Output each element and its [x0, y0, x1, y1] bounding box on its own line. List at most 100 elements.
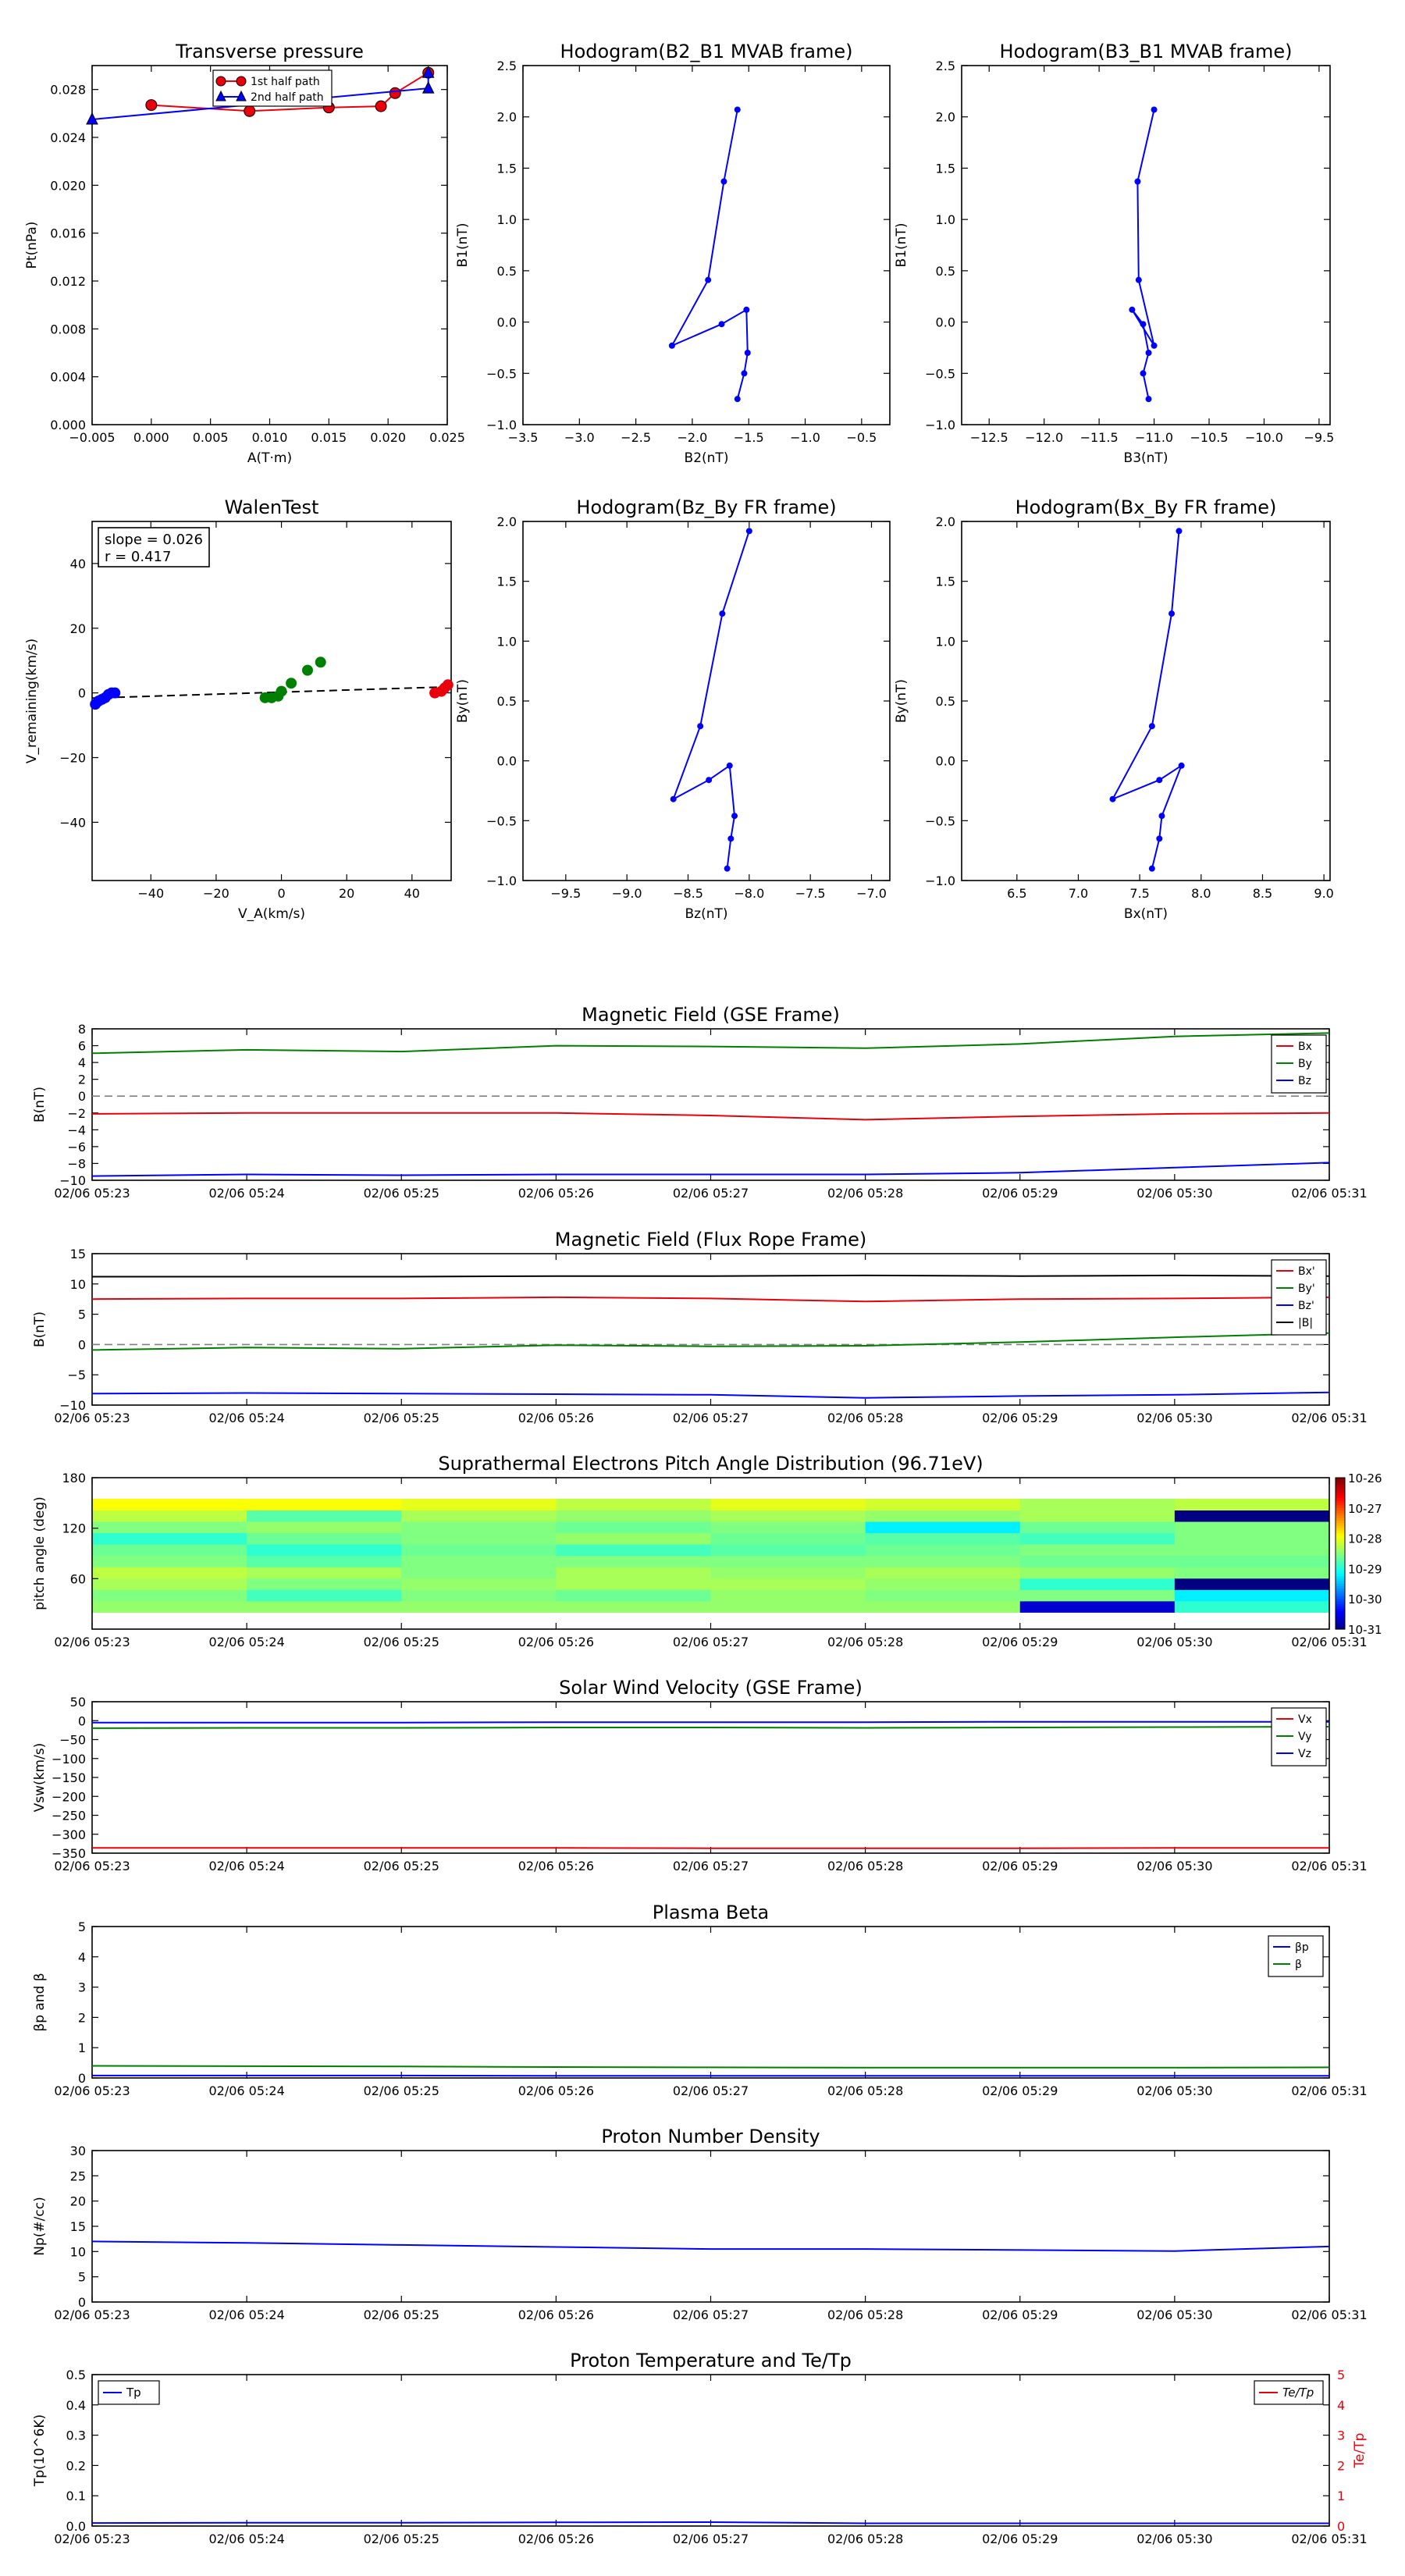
x-axis-label: B2(nT): [685, 450, 729, 466]
series-line: [92, 1274, 1330, 1278]
chart-title: Hodogram(Bz_By FR frame): [576, 496, 836, 518]
hodogram-point: [1176, 528, 1183, 535]
heatmap-cell: [401, 1510, 557, 1522]
heatmap-cell: [247, 1589, 402, 1602]
y-tick-label: −0.5: [486, 366, 517, 381]
heatmap-cell: [865, 1567, 1021, 1579]
colorbar-label: 10-29: [1348, 1562, 1382, 1576]
time-tick-label: 02/06 05:31: [1291, 1635, 1367, 1649]
heatmap-cell: [556, 1589, 711, 1602]
colorbar-segment: [1336, 1525, 1345, 1529]
colorbar-segment: [1336, 1487, 1345, 1491]
time-tick-label: 02/06 05:24: [208, 2307, 284, 2322]
plot-frame: [91, 1701, 1330, 1854]
time-tick-label: 02/06 05:26: [518, 2083, 594, 2098]
y-tick-label: −40: [59, 815, 86, 830]
hodogram-point: [731, 813, 738, 820]
colorbar-segment: [1336, 1480, 1345, 1484]
pressure-point: [145, 99, 158, 112]
y-tick-label: 0.0: [497, 315, 517, 330]
heatmap-cell: [92, 1521, 247, 1534]
heatmap-cell: [92, 1555, 247, 1567]
y-tick-label: −6: [67, 1140, 86, 1155]
hodogram-line: [1131, 109, 1155, 400]
x-tick-label: 40: [404, 886, 420, 901]
y-tick-label: −1.0: [925, 418, 955, 432]
time-tick-label: 02/06 05:23: [54, 2307, 130, 2322]
colorbar-segment: [1336, 1576, 1345, 1579]
legend: 1st half path 2nd half path: [212, 69, 333, 107]
pressure-line: [151, 72, 429, 112]
y-tick-label: 1.0: [936, 634, 955, 649]
mag-fr-chart: Magnetic Field (Flux Rope Frame) −10 −5 0 5 1…: [32, 1229, 1368, 1425]
x-tick-label: 6.5: [1007, 886, 1026, 901]
colorbar-segment: [1336, 1546, 1345, 1550]
colorbar-label: 10-27: [1348, 1502, 1382, 1516]
np-chart: Proton Number Density 0 5 10 15 20 25 30 02/06 0…: [32, 2126, 1368, 2322]
x-tick-label: 0: [277, 886, 285, 901]
chart-title: Suprathermal Electrons Pitch Angle Distr…: [438, 1453, 983, 1475]
heatmap-cell: [1019, 1578, 1176, 1590]
hodogram-point: [718, 321, 725, 328]
colorbar-segment: [1336, 1510, 1345, 1514]
legend-label: |B|: [1298, 1317, 1313, 1329]
heatmap-cell: [92, 1498, 247, 1510]
vsw-chart: Solar Wind Velocity (GSE Frame) −350 −300 −…: [32, 1677, 1368, 1873]
y-tick-label: 180: [62, 1471, 86, 1485]
y-tick-label: 5: [78, 2270, 86, 2285]
series-line: [92, 1720, 1329, 1724]
plot-frame: [91, 1926, 1330, 2079]
time-tick-label: 02/06 05:23: [54, 1411, 130, 1425]
y-tick-label: 0.008: [50, 322, 86, 336]
colorbar-segment: [1336, 1550, 1345, 1554]
heatmap-cell: [556, 1600, 711, 1613]
y-tick-label: 2.5: [497, 59, 517, 73]
y-tick-label: −5: [67, 1368, 86, 1382]
time-tick-label: 02/06 05:24: [208, 2083, 284, 2098]
y-tick-label-right: 1: [1337, 2489, 1345, 2503]
y-axis-label-right: Te/Tp: [1352, 2433, 1368, 2469]
legend: Bx' By' Bz' |B|: [1271, 1259, 1327, 1336]
heatmap-cell: [1174, 1532, 1330, 1545]
time-tick-label: 02/06 05:29: [982, 2532, 1058, 2546]
legend-marker: [236, 76, 247, 87]
heatmap-cell: [1174, 1555, 1330, 1567]
time-tick-label: 02/06 05:29: [982, 2307, 1058, 2322]
heatmap-cell: [865, 1589, 1021, 1602]
series-line: [91, 2240, 1330, 2252]
time-tick-label: 02/06 05:25: [364, 1635, 439, 1649]
time-tick-label: 02/06 05:30: [1136, 2083, 1212, 2098]
y-tick-label: 15: [70, 2219, 86, 2234]
time-tick-label: 02/06 05:25: [364, 2307, 439, 2322]
heatmap-cell: [1019, 1532, 1176, 1545]
y-tick-label: 1.5: [497, 575, 517, 589]
colorbar-segment: [1336, 1478, 1345, 1481]
colorbar-segment: [1336, 1616, 1345, 1620]
colorbar-segment: [1336, 1517, 1345, 1521]
y-tick-label: 20: [70, 2194, 86, 2209]
legend-label: Vx: [1298, 1713, 1312, 1726]
time-tick-label: 02/06 05:26: [518, 2532, 594, 2546]
chart-title: Hodogram(B2_B1 MVAB frame): [560, 41, 853, 62]
time-tick-label: 02/06 05:27: [673, 1186, 749, 1201]
x-tick-label: −12.5: [970, 430, 1008, 445]
legend-marker: [215, 90, 226, 101]
colorbar-segment: [1336, 1571, 1345, 1574]
colorbar-segment: [1336, 1515, 1345, 1519]
time-tick-label: 02/06 05:23: [54, 1635, 130, 1649]
hodogram-point: [1134, 178, 1141, 185]
colorbar-segment: [1336, 1493, 1345, 1496]
y-tick-label: 1.5: [497, 161, 517, 176]
chart-title: Magnetic Field (GSE Frame): [582, 1004, 840, 1026]
y-tick-label: 2.0: [936, 110, 955, 125]
colorbar-segment: [1336, 1507, 1345, 1511]
heatmap-cell: [92, 1532, 247, 1545]
hodogram-point: [1178, 762, 1185, 769]
heatmap-cell: [710, 1532, 866, 1545]
y-tick-label: 1.5: [936, 575, 955, 589]
colorbar-label: 10-28: [1348, 1532, 1382, 1546]
time-tick-label: 02/06 05:27: [673, 1411, 749, 1425]
heatmap-cell: [1019, 1600, 1176, 1613]
heatmap-cell: [401, 1567, 557, 1579]
colorbar-segment: [1336, 1482, 1345, 1486]
